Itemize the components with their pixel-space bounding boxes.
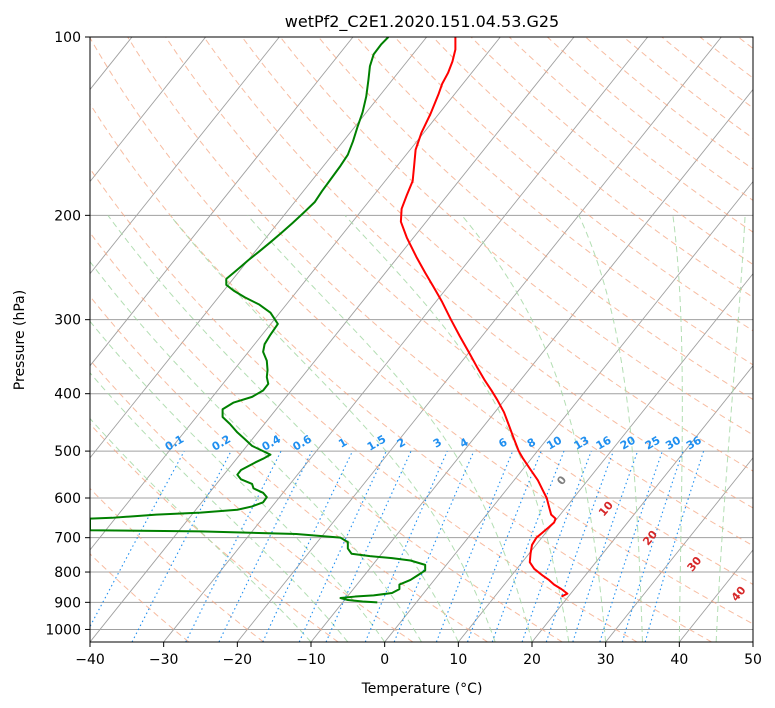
x-tick-label: −30: [149, 652, 179, 668]
x-tick-label: 10: [449, 652, 467, 668]
x-tick-label: 50: [744, 652, 762, 668]
isotherm-line: [90, 37, 280, 275]
x-tick-label: −20: [223, 652, 253, 668]
y-tick-label: 800: [54, 565, 81, 581]
axes: −40 −30 −20 −10 0 10 20 30 40 50 100 200 300 400 500 60…: [45, 30, 762, 668]
dry-adiabat-line: [279, 37, 753, 436]
y-tick-label: 900: [54, 595, 81, 611]
y-tick-label: 500: [54, 444, 81, 460]
mixing-ratio-line: [435, 450, 514, 642]
mixing-ratio-line: [621, 450, 684, 642]
moist-adiabat-line: [578, 215, 643, 642]
y-tick-label: 400: [54, 387, 81, 403]
x-tick-label: 30: [597, 652, 615, 668]
x-tick-label: −40: [75, 652, 105, 668]
dry-adiabat-line: [241, 37, 753, 472]
y-tick-label: 100: [54, 30, 81, 46]
x-tick-label: 0: [380, 652, 389, 668]
plot-series: [90, 37, 569, 604]
moist-adiabat-line: [90, 417, 312, 642]
isotherm-line: [384, 180, 753, 642]
dry-adiabat-line: [318, 37, 753, 401]
mixing-ratio-line: [393, 450, 475, 642]
x-tick-label: 20: [523, 652, 541, 668]
isotherm-line: [457, 272, 753, 642]
x-tick-label: 40: [670, 652, 688, 668]
temperature-line: [399, 37, 569, 598]
mixing-ratio-line: [325, 450, 412, 642]
mixing-ratio-line: [364, 450, 448, 642]
isotherm-line: [90, 37, 428, 459]
mixing-ratio-line: [572, 450, 639, 642]
chart-title: wetPf2_C2E1.2020.151.04.53.G25: [285, 12, 559, 32]
y-tick-label: 300: [54, 313, 81, 329]
isotherm-line: [90, 37, 207, 183]
y-axis-title: Pressure (hPa): [12, 290, 28, 390]
moist-adiabat-line: [715, 215, 746, 642]
y-tick-label: 1000: [45, 622, 81, 638]
mixing-ratio-line: [90, 450, 185, 628]
x-axis-title: Temperature (°C): [361, 681, 483, 697]
isotherm-line: [90, 37, 354, 367]
moist-adiabat-line: [672, 215, 683, 642]
isotherm-line: [236, 37, 722, 642]
mixing-ratio-line: [298, 450, 387, 642]
y-tick-label: 700: [54, 531, 81, 547]
moist-adiabat-line: [90, 260, 422, 642]
y-tick-label: 200: [54, 208, 81, 224]
isotherm-line: [163, 37, 649, 642]
dewpoint-line: [90, 37, 427, 604]
dry-adiabat-line: [90, 295, 488, 642]
moist-adiabat-line: [90, 372, 349, 642]
moist-adiabat-line: [344, 215, 570, 642]
isotherm-line: [531, 365, 753, 642]
y-tick-label: 600: [54, 491, 81, 507]
isotherm-line: [605, 457, 753, 642]
mixing-ratio-line: [218, 450, 313, 642]
dry-adiabat-line: [90, 102, 712, 642]
plot-grid: [90, 37, 753, 642]
mixing-ratio-line: [644, 450, 705, 642]
mixing-ratio-line: [599, 450, 663, 642]
dry-adiabat-line: [203, 37, 753, 509]
dry-adiabat-line: [470, 37, 753, 266]
moist-adiabat-line: [107, 215, 459, 642]
moist-adiabat-line: [169, 215, 496, 642]
mixing-ratio-line: [262, 450, 354, 642]
isotherm-line: [90, 37, 575, 642]
x-tick-label: −10: [296, 652, 326, 668]
moist-adiabat-line: [247, 215, 533, 642]
plot-frame: [89, 36, 754, 643]
dry-adiabat-line: [90, 37, 753, 625]
moist-adiabat-line: [461, 215, 607, 642]
moist-adiabat-line: [90, 320, 386, 642]
dry-adiabat-line: [432, 37, 753, 298]
dry-adiabat-line: [90, 231, 563, 642]
dry-adiabat-line: [508, 37, 753, 233]
dry-adiabat-line: [165, 37, 753, 547]
